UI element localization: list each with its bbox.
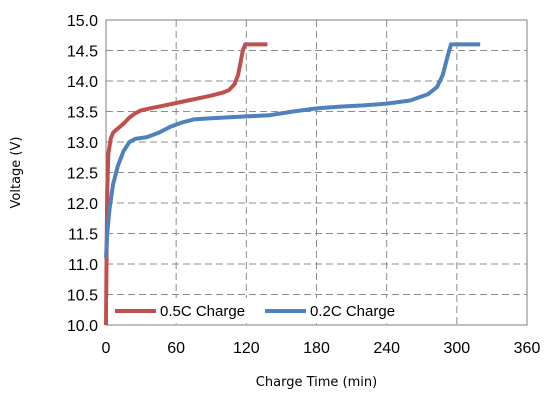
- x-axis-title: Charge Time (min): [256, 375, 377, 390]
- series-line-0: [104, 42, 268, 326]
- legend-label-0-2c: 0.2C Charge: [310, 303, 395, 320]
- x-tick-label: 0: [102, 340, 111, 357]
- x-tick-label: 120: [233, 340, 260, 357]
- legend-background: [108, 298, 418, 323]
- legend-label-0-5c: 0.5C Charge: [160, 303, 245, 320]
- y-tick-label: 14.0: [67, 74, 98, 91]
- y-tick-label: 10.0: [67, 318, 98, 335]
- y-tick-label: 15.0: [67, 13, 98, 30]
- series-line-1: [104, 42, 481, 258]
- y-tick-label: 11.0: [68, 257, 98, 274]
- grid: [106, 20, 527, 325]
- y-tick-label: 14.5: [67, 44, 98, 61]
- y-tick-label: 10.5: [67, 288, 98, 305]
- legend: 0.5C Charge 0.2C Charge: [108, 298, 418, 323]
- y-axis-title: Voltage (V): [9, 137, 24, 209]
- x-tick-label: 180: [303, 340, 330, 357]
- y-tick-label: 13.0: [67, 135, 98, 152]
- y-tick-label: 12.5: [67, 166, 98, 183]
- series-group: [104, 42, 481, 326]
- y-tick-label: 11.5: [68, 227, 98, 244]
- x-tick-label: 240: [373, 340, 400, 357]
- x-tick-label: 300: [443, 340, 470, 357]
- y-tick-label: 13.5: [67, 105, 98, 122]
- tick-labels: 0 60 120 180 240 300 360 10.0 10.5 11.0 11.5 12.0 12…: [67, 13, 541, 357]
- x-tick-label: 60: [167, 340, 185, 357]
- y-tick-label: 12.0: [67, 196, 98, 213]
- x-tick-label: 360: [514, 340, 541, 357]
